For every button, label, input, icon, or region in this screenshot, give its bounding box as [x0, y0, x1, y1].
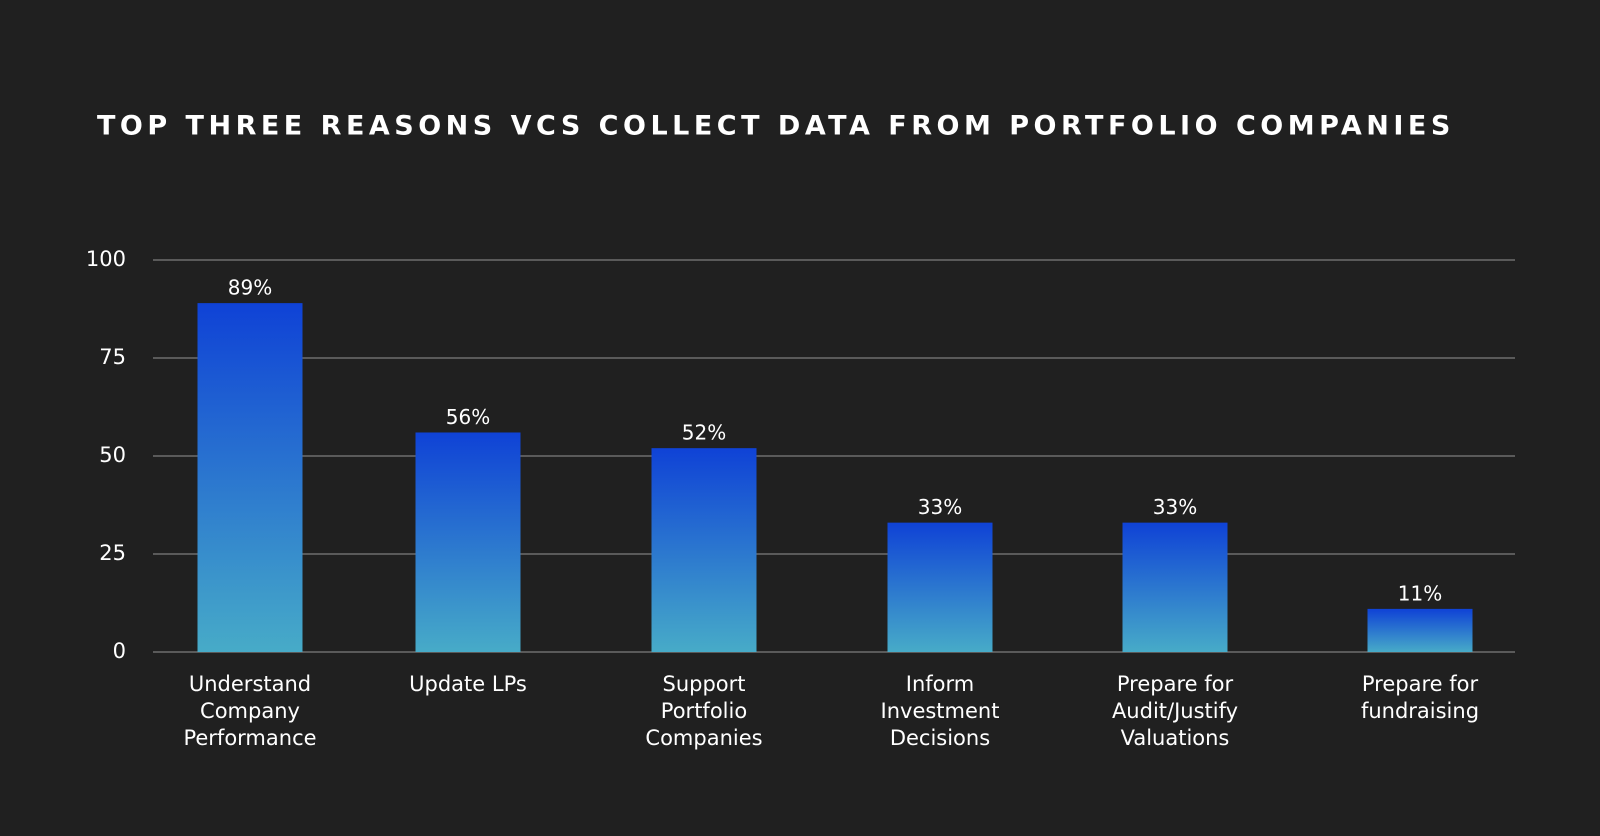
y-tick-label: 100 [86, 247, 126, 271]
bar [887, 522, 993, 652]
bar [197, 303, 303, 652]
y-tick-label: 0 [113, 639, 126, 663]
y-tick-label: 75 [99, 345, 126, 369]
value-label: 56% [446, 405, 490, 429]
value-label: 52% [682, 421, 726, 445]
bar [415, 432, 521, 652]
value-label: 33% [918, 495, 962, 519]
chart-title: TOP THREE REASONS VCS COLLECT DATA FROM … [97, 111, 1455, 142]
x-tick-label: Update LPs [409, 672, 527, 696]
bar [1122, 522, 1228, 652]
y-tick-label: 50 [99, 443, 126, 467]
value-label: 33% [1153, 495, 1197, 519]
value-label: 89% [228, 276, 272, 300]
x-tick-label: Understand Company Performance [183, 672, 317, 750]
bar [651, 448, 757, 652]
x-tick-label: Prepare for fundraising [1360, 672, 1480, 723]
bar [1367, 608, 1473, 652]
y-tick-label: 25 [99, 541, 126, 565]
x-tick-label: Prepare for Audit/Justify Valuations [1111, 672, 1239, 750]
x-tick-label: Inform Investment Decisions [880, 672, 1000, 750]
value-label: 11% [1398, 581, 1442, 605]
x-tick-label: Support Portfolio Companies [645, 672, 763, 750]
